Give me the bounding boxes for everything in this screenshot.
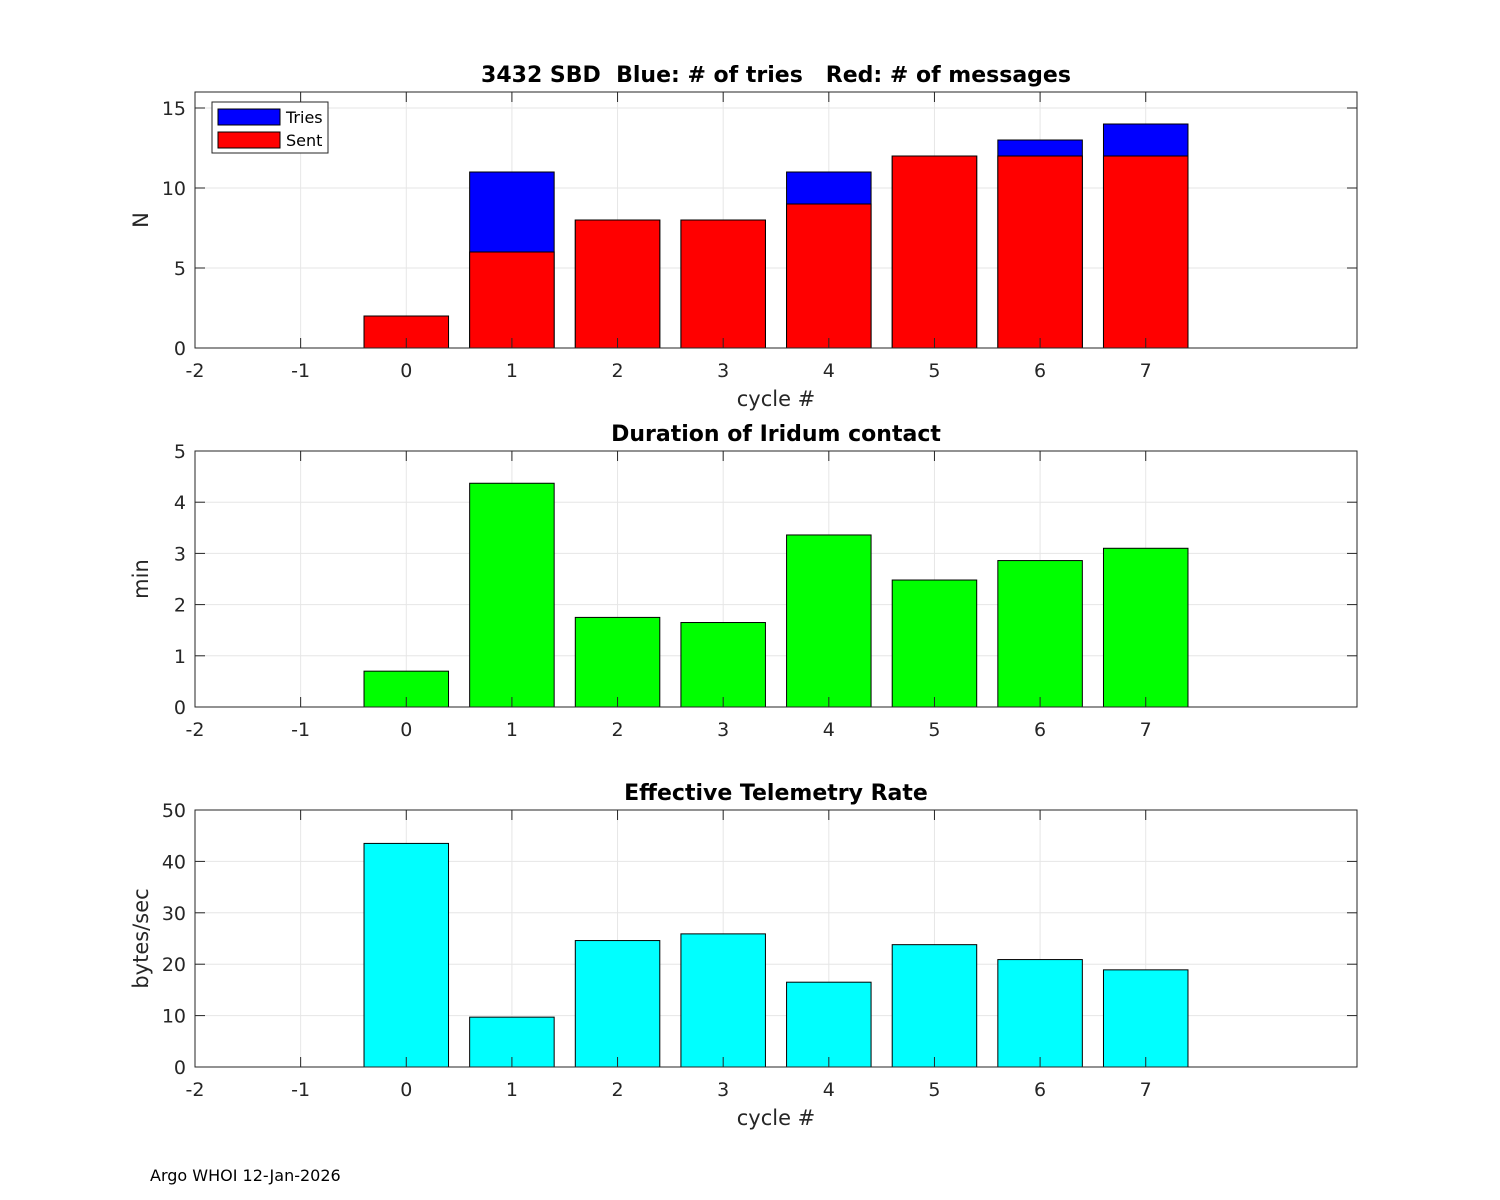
chart-sbd: -2 -1 0 1 2 3 4 5 6 7 0 5 10 15 3432 SBD Blue: # of tr… — [129, 63, 1358, 411]
x-tick-label: 4 — [823, 719, 835, 741]
y-tick-label: 20 — [162, 954, 186, 976]
x-axis-label: cycle # — [737, 387, 816, 411]
y-tick-label: 0 — [174, 1057, 186, 1079]
bar-sent-cycle-3 — [680, 219, 766, 349]
x-tick-label: 4 — [823, 360, 835, 382]
axes-box — [194, 91, 1358, 349]
x-tick-label: 7 — [1140, 719, 1152, 741]
x-tick-label: 4 — [823, 1079, 835, 1101]
bar-rate-cycle-7 — [1102, 969, 1189, 1068]
x-tick-label: 5 — [928, 719, 940, 741]
bar-sent-cycle-2 — [574, 219, 661, 349]
y-tick-label: 5 — [174, 258, 186, 280]
x-tick-label: -1 — [291, 1079, 310, 1101]
axes-box — [194, 809, 1358, 1068]
x-tick-label: 2 — [611, 1079, 623, 1101]
bar-duration-cycle-7 — [1102, 547, 1189, 708]
y-tick-label: 1 — [174, 646, 186, 668]
bar-duration-cycle-3 — [680, 622, 766, 708]
x-tick-label: 7 — [1140, 1079, 1152, 1101]
x-tick-label: 0 — [400, 1079, 412, 1101]
x-tick-label: -2 — [186, 360, 205, 382]
axes-box — [194, 450, 1358, 708]
y-tick-label: 3 — [174, 543, 186, 565]
bar-rate-cycle-5 — [891, 944, 978, 1068]
bar-duration-cycle-6 — [997, 560, 1083, 708]
y-tick-label: 2 — [174, 595, 186, 617]
y-tick-label: 4 — [174, 492, 186, 514]
bar-duration-cycle-4 — [786, 534, 872, 708]
x-tick-label: -2 — [186, 719, 205, 741]
y-tick-label: 50 — [162, 800, 186, 822]
bar-sent-cycle-4 — [786, 203, 872, 349]
y-tick-label: 15 — [162, 98, 186, 120]
x-tick-label: 6 — [1034, 360, 1046, 382]
footer-note: Argo WHOI 12-Jan-2026 — [150, 1166, 341, 1185]
x-tick-label: 3 — [717, 1079, 729, 1101]
chart-rate: -2 -1 0 1 2 3 4 5 6 7 0 10 20 30 40 50 Effective Telemet… — [129, 781, 1358, 1130]
bar-sent-cycle-7 — [1102, 155, 1189, 349]
y-tick-label: 30 — [162, 903, 186, 925]
chart-title: Duration of Iridum contact — [611, 422, 941, 447]
x-tick-label: 7 — [1140, 360, 1152, 382]
legend: Tries Sent — [211, 101, 329, 154]
y-axis-label: N — [129, 212, 153, 228]
bar-rate-cycle-6 — [997, 959, 1083, 1068]
bar-rate-cycle-3 — [680, 933, 766, 1068]
x-axis-label: cycle # — [737, 1106, 816, 1130]
y-tick-label: 0 — [174, 338, 186, 360]
bar-sent-cycle-1 — [469, 251, 555, 349]
bar-duration-cycle-5 — [891, 579, 978, 708]
x-tick-label: 2 — [611, 719, 623, 741]
bar-rate-cycle-2 — [574, 940, 661, 1068]
bar-rate-cycle-4 — [786, 981, 872, 1068]
x-tick-label: 3 — [717, 360, 729, 382]
legend-swatch-tries — [217, 108, 281, 126]
chart-title: 3432 SBD Blue: # of tries Red: # of mess… — [481, 63, 1071, 88]
x-tick-label: -1 — [291, 719, 310, 741]
x-tick-label: 5 — [928, 360, 940, 382]
x-tick-label: 6 — [1034, 719, 1046, 741]
x-tick-label: 0 — [400, 719, 412, 741]
chart-duration: -2 -1 0 1 2 3 4 5 6 7 0 1 2 3 4 5 Duration of Iridum con… — [129, 422, 1358, 741]
x-tick-label: 2 — [611, 360, 623, 382]
bar-sent-cycle-6 — [997, 155, 1083, 349]
y-tick-label: 10 — [162, 1006, 186, 1028]
x-tick-label: 1 — [506, 719, 518, 741]
bar-duration-cycle-2 — [574, 616, 661, 708]
legend-label-tries: Tries — [285, 108, 323, 127]
y-tick-label: 40 — [162, 851, 186, 873]
x-tick-label: 6 — [1034, 1079, 1046, 1101]
x-tick-label: 3 — [717, 719, 729, 741]
chart-title: Effective Telemetry Rate — [624, 781, 928, 806]
y-tick-label: 0 — [174, 697, 186, 719]
x-tick-label: 1 — [506, 1079, 518, 1101]
x-tick-label: 0 — [400, 360, 412, 382]
bar-duration-cycle-1 — [469, 482, 555, 708]
x-tick-label: 1 — [506, 360, 518, 382]
y-axis-label: min — [129, 559, 153, 599]
x-tick-label: -1 — [291, 360, 310, 382]
y-tick-label: 10 — [162, 178, 186, 200]
y-tick-label: 5 — [174, 441, 186, 463]
legend-swatch-sent — [217, 131, 281, 149]
bar-sent-cycle-5 — [891, 155, 978, 349]
bar-rate-cycle-0 — [363, 842, 450, 1068]
y-axis-label: bytes/sec — [129, 888, 153, 988]
x-tick-label: 5 — [928, 1079, 940, 1101]
x-tick-label: -2 — [186, 1079, 205, 1101]
legend-label-sent: Sent — [286, 131, 322, 150]
